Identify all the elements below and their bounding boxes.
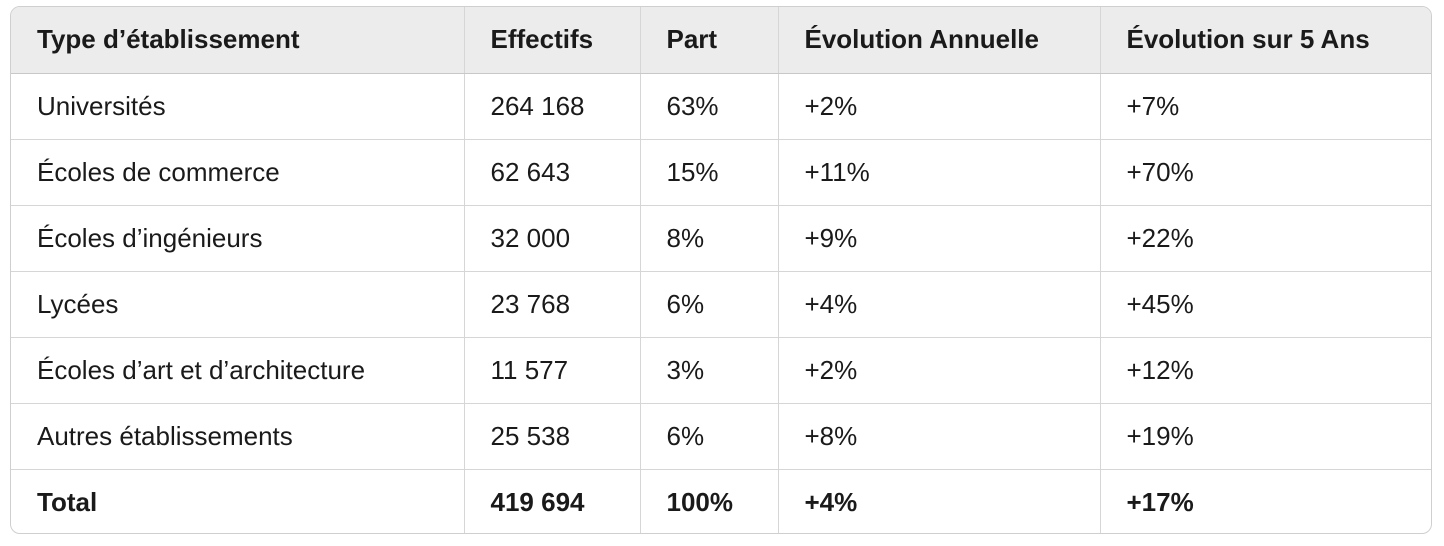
- cell-evolution-5-ans: +70%: [1100, 139, 1431, 206]
- cell-effectifs: 264 168: [464, 73, 641, 140]
- cell-part: 15%: [640, 139, 779, 206]
- table-body: Universités 264 168 63% +2% +7% Écoles d…: [11, 73, 1431, 533]
- cell-type: Autres établissements: [11, 403, 465, 470]
- table-row: Écoles d’art et d’architecture 11 577 3%…: [11, 337, 1431, 404]
- cell-evolution-5-ans: +22%: [1100, 205, 1431, 272]
- cell-part: 6%: [640, 403, 779, 470]
- table-row: Autres établissements 25 538 6% +8% +19%: [11, 403, 1431, 470]
- cell-effectifs: 62 643: [464, 139, 641, 206]
- cell-effectifs: 11 577: [464, 337, 641, 404]
- cell-evolution-annuelle: +9%: [778, 205, 1101, 272]
- cell-effectifs: 32 000: [464, 205, 641, 272]
- cell-evolution-annuelle: +8%: [778, 403, 1101, 470]
- cell-evolution-annuelle: +2%: [778, 337, 1101, 404]
- column-header-effectifs: Effectifs: [464, 7, 641, 74]
- cell-evolution-5-ans-total: +17%: [1126, 486, 1194, 517]
- column-header-evolution-5-ans: Évolution sur 5 Ans: [1100, 7, 1431, 74]
- column-header-evolution-annuelle: Évolution Annuelle: [778, 7, 1101, 74]
- total-row: Total 419 694 100% +4% +17%: [11, 469, 1431, 533]
- cell-evolution-annuelle-total: +4%: [778, 469, 1101, 533]
- column-header-type: Type d’établissement: [11, 7, 465, 74]
- cell-effectifs: 23 768: [464, 271, 641, 338]
- enrollment-table: Type d’établissement Effectifs Part Évol…: [11, 7, 1431, 533]
- column-header-part: Part: [640, 7, 779, 74]
- cell-evolution-5-ans: +12%: [1100, 337, 1431, 404]
- cell-part: 8%: [640, 205, 779, 272]
- cell-part-total: 100%: [640, 469, 779, 533]
- cell-evolution-5-ans: +45%: [1100, 271, 1431, 338]
- cell-type: Lycées: [11, 271, 465, 338]
- cell-effectifs-total: 419 694: [464, 469, 641, 533]
- cell-evolution-annuelle: +2%: [778, 73, 1101, 140]
- cell-type-total: Total: [11, 469, 465, 533]
- cell-evolution-annuelle: +4%: [778, 271, 1101, 338]
- table-row: Universités 264 168 63% +2% +7%: [11, 73, 1431, 140]
- cell-evolution-5-ans: +7%: [1100, 73, 1431, 140]
- table-row: Écoles de commerce 62 643 15% +11% +70%: [11, 139, 1431, 206]
- table-row: Écoles d’ingénieurs 32 000 8% +9% +22%: [11, 205, 1431, 272]
- cell-part: 6%: [640, 271, 779, 338]
- cell-part: 63%: [640, 73, 779, 140]
- table-header: Type d’établissement Effectifs Part Évol…: [11, 7, 1431, 74]
- cell-type: Écoles d’art et d’architecture: [11, 337, 465, 404]
- cell-effectifs: 25 538: [464, 403, 641, 470]
- cell-type: Universités: [11, 73, 465, 140]
- cell-evolution-annuelle: +11%: [778, 139, 1101, 206]
- cell-part: 3%: [640, 337, 779, 404]
- header-row: Type d’établissement Effectifs Part Évol…: [11, 7, 1431, 74]
- cell-type: Écoles de commerce: [11, 139, 465, 206]
- cell-type: Écoles d’ingénieurs: [11, 205, 465, 272]
- cell-evolution-5-ans: +19%: [1100, 403, 1431, 470]
- data-table-container: Type d’établissement Effectifs Part Évol…: [10, 6, 1432, 534]
- table-row: Lycées 23 768 6% +4% +45%: [11, 271, 1431, 338]
